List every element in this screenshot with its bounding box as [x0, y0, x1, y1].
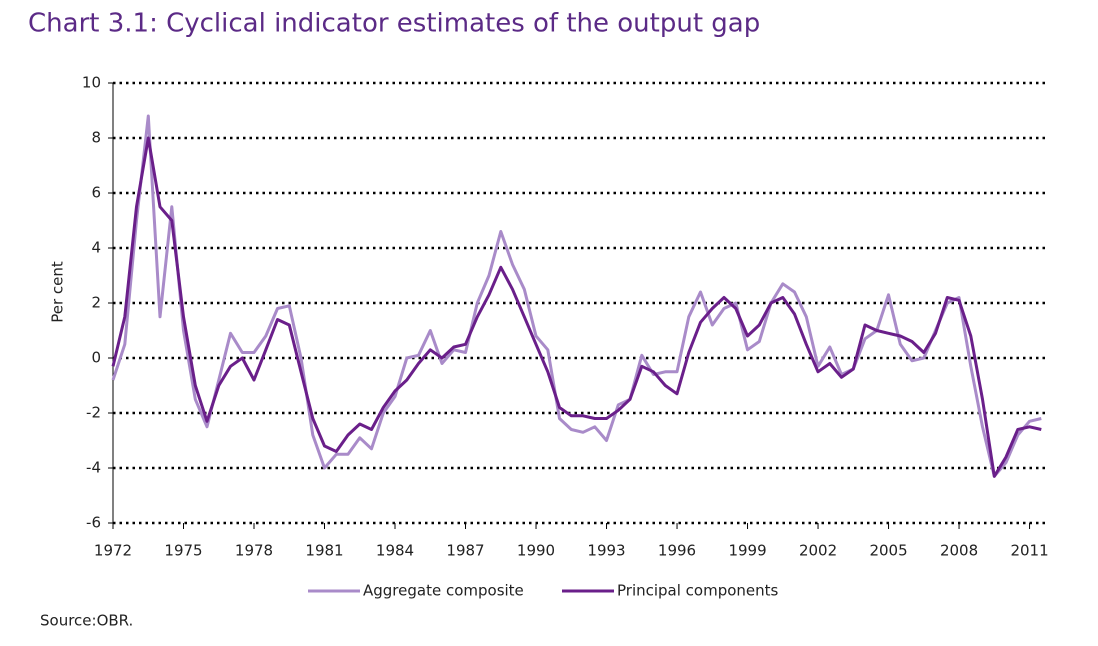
- x-tick-label: 1978: [235, 542, 273, 560]
- y-tick-label: 6: [91, 184, 101, 202]
- x-tick-label: 1984: [376, 542, 414, 560]
- series-line: [111, 114, 1042, 478]
- legend-label: Aggregate composite: [363, 582, 524, 600]
- y-tick-label: -4: [86, 459, 101, 477]
- y-tick-label: 0: [91, 349, 101, 367]
- x-tick-label: 1981: [305, 542, 343, 560]
- y-tick-label: -6: [86, 514, 101, 532]
- legend-label: Principal components: [617, 582, 779, 600]
- x-tick-label: 2011: [1010, 542, 1048, 560]
- x-tick-label: 1999: [728, 542, 766, 560]
- y-tick-label: 10: [82, 74, 101, 92]
- y-tick-label: 4: [91, 239, 101, 257]
- y-tick-label: 2: [91, 294, 101, 312]
- x-tick-label: 2002: [799, 542, 837, 560]
- y-axis-label: Per cent: [49, 261, 67, 323]
- x-tick-label: 1993: [587, 542, 625, 560]
- chart-title: Chart 3.1: Cyclical indicator estimates …: [28, 9, 760, 39]
- series-line: [111, 136, 1042, 478]
- x-tick-label: 2008: [940, 542, 978, 560]
- x-tick-label: 1996: [658, 542, 696, 560]
- y-tick-label: 8: [91, 129, 101, 147]
- x-tick-label: 1975: [164, 542, 202, 560]
- y-tick-label: -2: [86, 404, 101, 422]
- x-tick-label: 1990: [517, 542, 555, 560]
- x-tick-label: 1972: [94, 542, 132, 560]
- x-tick-label: 1987: [446, 542, 484, 560]
- x-tick-label: 2005: [869, 542, 907, 560]
- source: Source:OBR.: [40, 612, 133, 630]
